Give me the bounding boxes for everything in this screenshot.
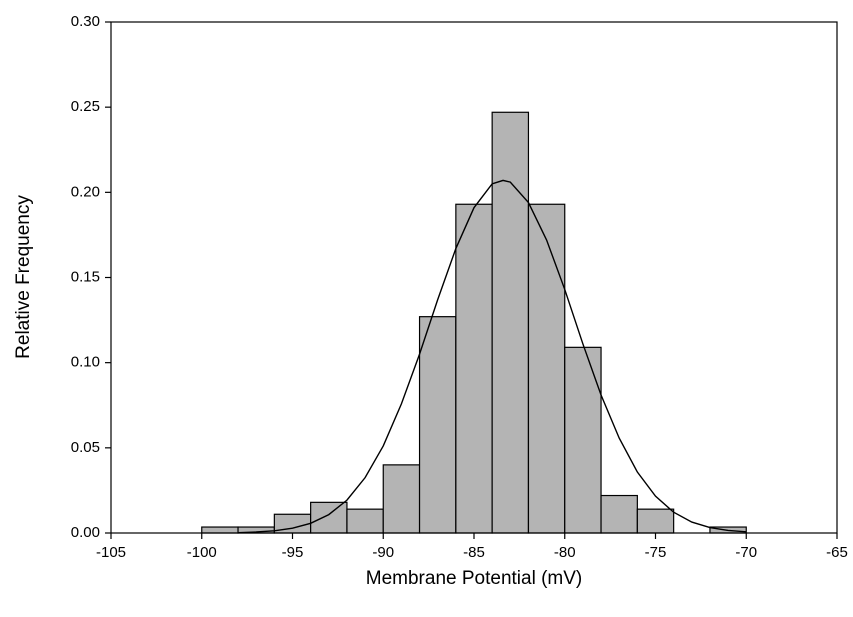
y-tick-label: 0.30	[71, 13, 100, 30]
x-tick-label: -105	[96, 544, 126, 561]
y-tick-label: 0.10	[71, 354, 100, 371]
bar	[346, 508, 384, 534]
x-axis-title: Membrane Potential (mV)	[366, 568, 582, 589]
bar	[201, 526, 239, 534]
bar	[527, 203, 566, 534]
x-tick-label: -65	[826, 544, 848, 561]
x-tick-label: -95	[282, 544, 304, 561]
y-tick-label: 0.05	[71, 439, 100, 456]
bar	[418, 316, 457, 534]
bar	[600, 494, 638, 534]
x-tick-label: -75	[645, 544, 667, 561]
y-tick-label: 0.15	[71, 268, 100, 285]
y-tick-label: 0.00	[71, 524, 100, 541]
bar	[455, 203, 493, 534]
y-tick-label: 0.20	[71, 183, 100, 200]
x-tick-label: -80	[554, 544, 576, 561]
bar	[491, 111, 530, 534]
bar	[636, 508, 675, 534]
x-tick-label: -70	[735, 544, 757, 561]
y-axis-title: Relative Frequency	[13, 195, 34, 359]
x-tick-label: -85	[463, 544, 485, 561]
bar	[564, 346, 602, 534]
fit-curve	[238, 179, 747, 534]
x-tick-label: -90	[372, 544, 394, 561]
y-tick-label: 0.25	[71, 98, 100, 115]
bar	[310, 501, 348, 534]
bar	[382, 464, 421, 534]
x-tick-label: -100	[187, 544, 217, 561]
